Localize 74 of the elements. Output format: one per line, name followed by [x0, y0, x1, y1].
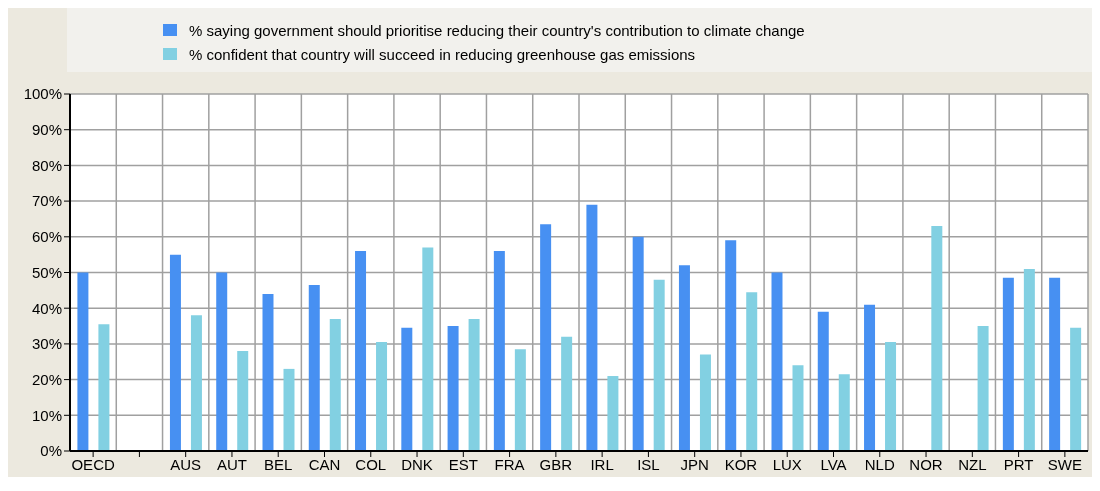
bar	[1002, 277, 1014, 451]
bar	[586, 204, 598, 451]
bar	[237, 351, 249, 451]
legend-label: % saying government should prioritise reducing their country's contribution to climate change	[189, 21, 805, 39]
x-tick-label: COL	[355, 455, 387, 473]
bar	[864, 304, 876, 451]
bar	[422, 247, 434, 451]
x-tick-label: BEL	[264, 455, 293, 473]
bar	[771, 272, 783, 451]
x-tick-label: AUS	[170, 455, 202, 473]
bar	[653, 279, 665, 451]
bar	[283, 368, 295, 451]
legend-label: % confident that country will succeed in reducing greenhouse gas emissions	[189, 45, 696, 63]
x-tick-label: NOR	[909, 455, 943, 473]
y-tick-label: 10%	[31, 406, 62, 424]
bar	[607, 376, 619, 451]
bar	[817, 311, 829, 451]
bar	[355, 251, 367, 451]
x-tick-label: PRT	[1003, 455, 1034, 473]
x-tick-label: LUX	[772, 455, 802, 473]
bar	[514, 349, 526, 451]
y-tick-label: 60%	[31, 228, 62, 246]
y-tick-label: 80%	[31, 156, 62, 174]
x-tick-label: KOR	[724, 455, 758, 473]
bar	[699, 354, 711, 451]
y-tick-label: 30%	[31, 335, 62, 353]
x-tick-label: JPN	[680, 455, 709, 473]
bar	[190, 315, 202, 451]
bar	[169, 254, 181, 451]
x-tick-label: DNK	[401, 455, 433, 473]
bar	[262, 293, 274, 451]
bar	[77, 272, 89, 451]
x-tick-label: CAN	[308, 455, 341, 473]
x-tick-label: OECD	[71, 455, 115, 473]
bar	[746, 292, 758, 451]
y-tick-label: 0%	[40, 442, 62, 460]
x-tick-label: GBR	[539, 455, 573, 473]
bar	[98, 324, 110, 451]
x-tick-label: IRL	[590, 455, 614, 473]
y-tick-label: 70%	[31, 192, 62, 210]
bar	[1070, 327, 1082, 451]
bar	[1023, 268, 1035, 451]
x-tick-label: FRA	[494, 455, 525, 473]
x-tick-label: ISL	[637, 455, 660, 473]
bar	[468, 318, 480, 451]
bar	[401, 327, 413, 451]
bar	[308, 285, 320, 451]
bar	[1049, 277, 1061, 451]
bar	[792, 365, 804, 451]
bar	[838, 374, 850, 451]
y-tick-label: 50%	[31, 263, 62, 281]
y-tick-label: 90%	[31, 121, 62, 139]
x-tick-label: SWE	[1047, 455, 1082, 473]
bar	[540, 224, 552, 451]
y-tick-label: 100%	[23, 85, 62, 103]
bar	[885, 342, 897, 451]
bar	[329, 318, 341, 451]
bar	[216, 272, 228, 451]
bar	[447, 326, 459, 451]
bar	[632, 236, 644, 451]
bar	[931, 226, 943, 451]
y-tick-label: 40%	[31, 299, 62, 317]
x-tick-label: AUT	[216, 455, 247, 473]
bar	[678, 265, 690, 451]
bar	[725, 240, 737, 451]
bar	[977, 326, 989, 451]
y-tick-label: 20%	[31, 370, 62, 388]
bar	[561, 336, 573, 451]
x-tick-label: NLD	[864, 455, 895, 473]
x-tick-label: LVA	[820, 455, 847, 473]
bar	[493, 251, 505, 451]
bar	[376, 342, 388, 451]
x-tick-label: NZL	[958, 455, 987, 473]
x-tick-label: EST	[448, 455, 478, 473]
